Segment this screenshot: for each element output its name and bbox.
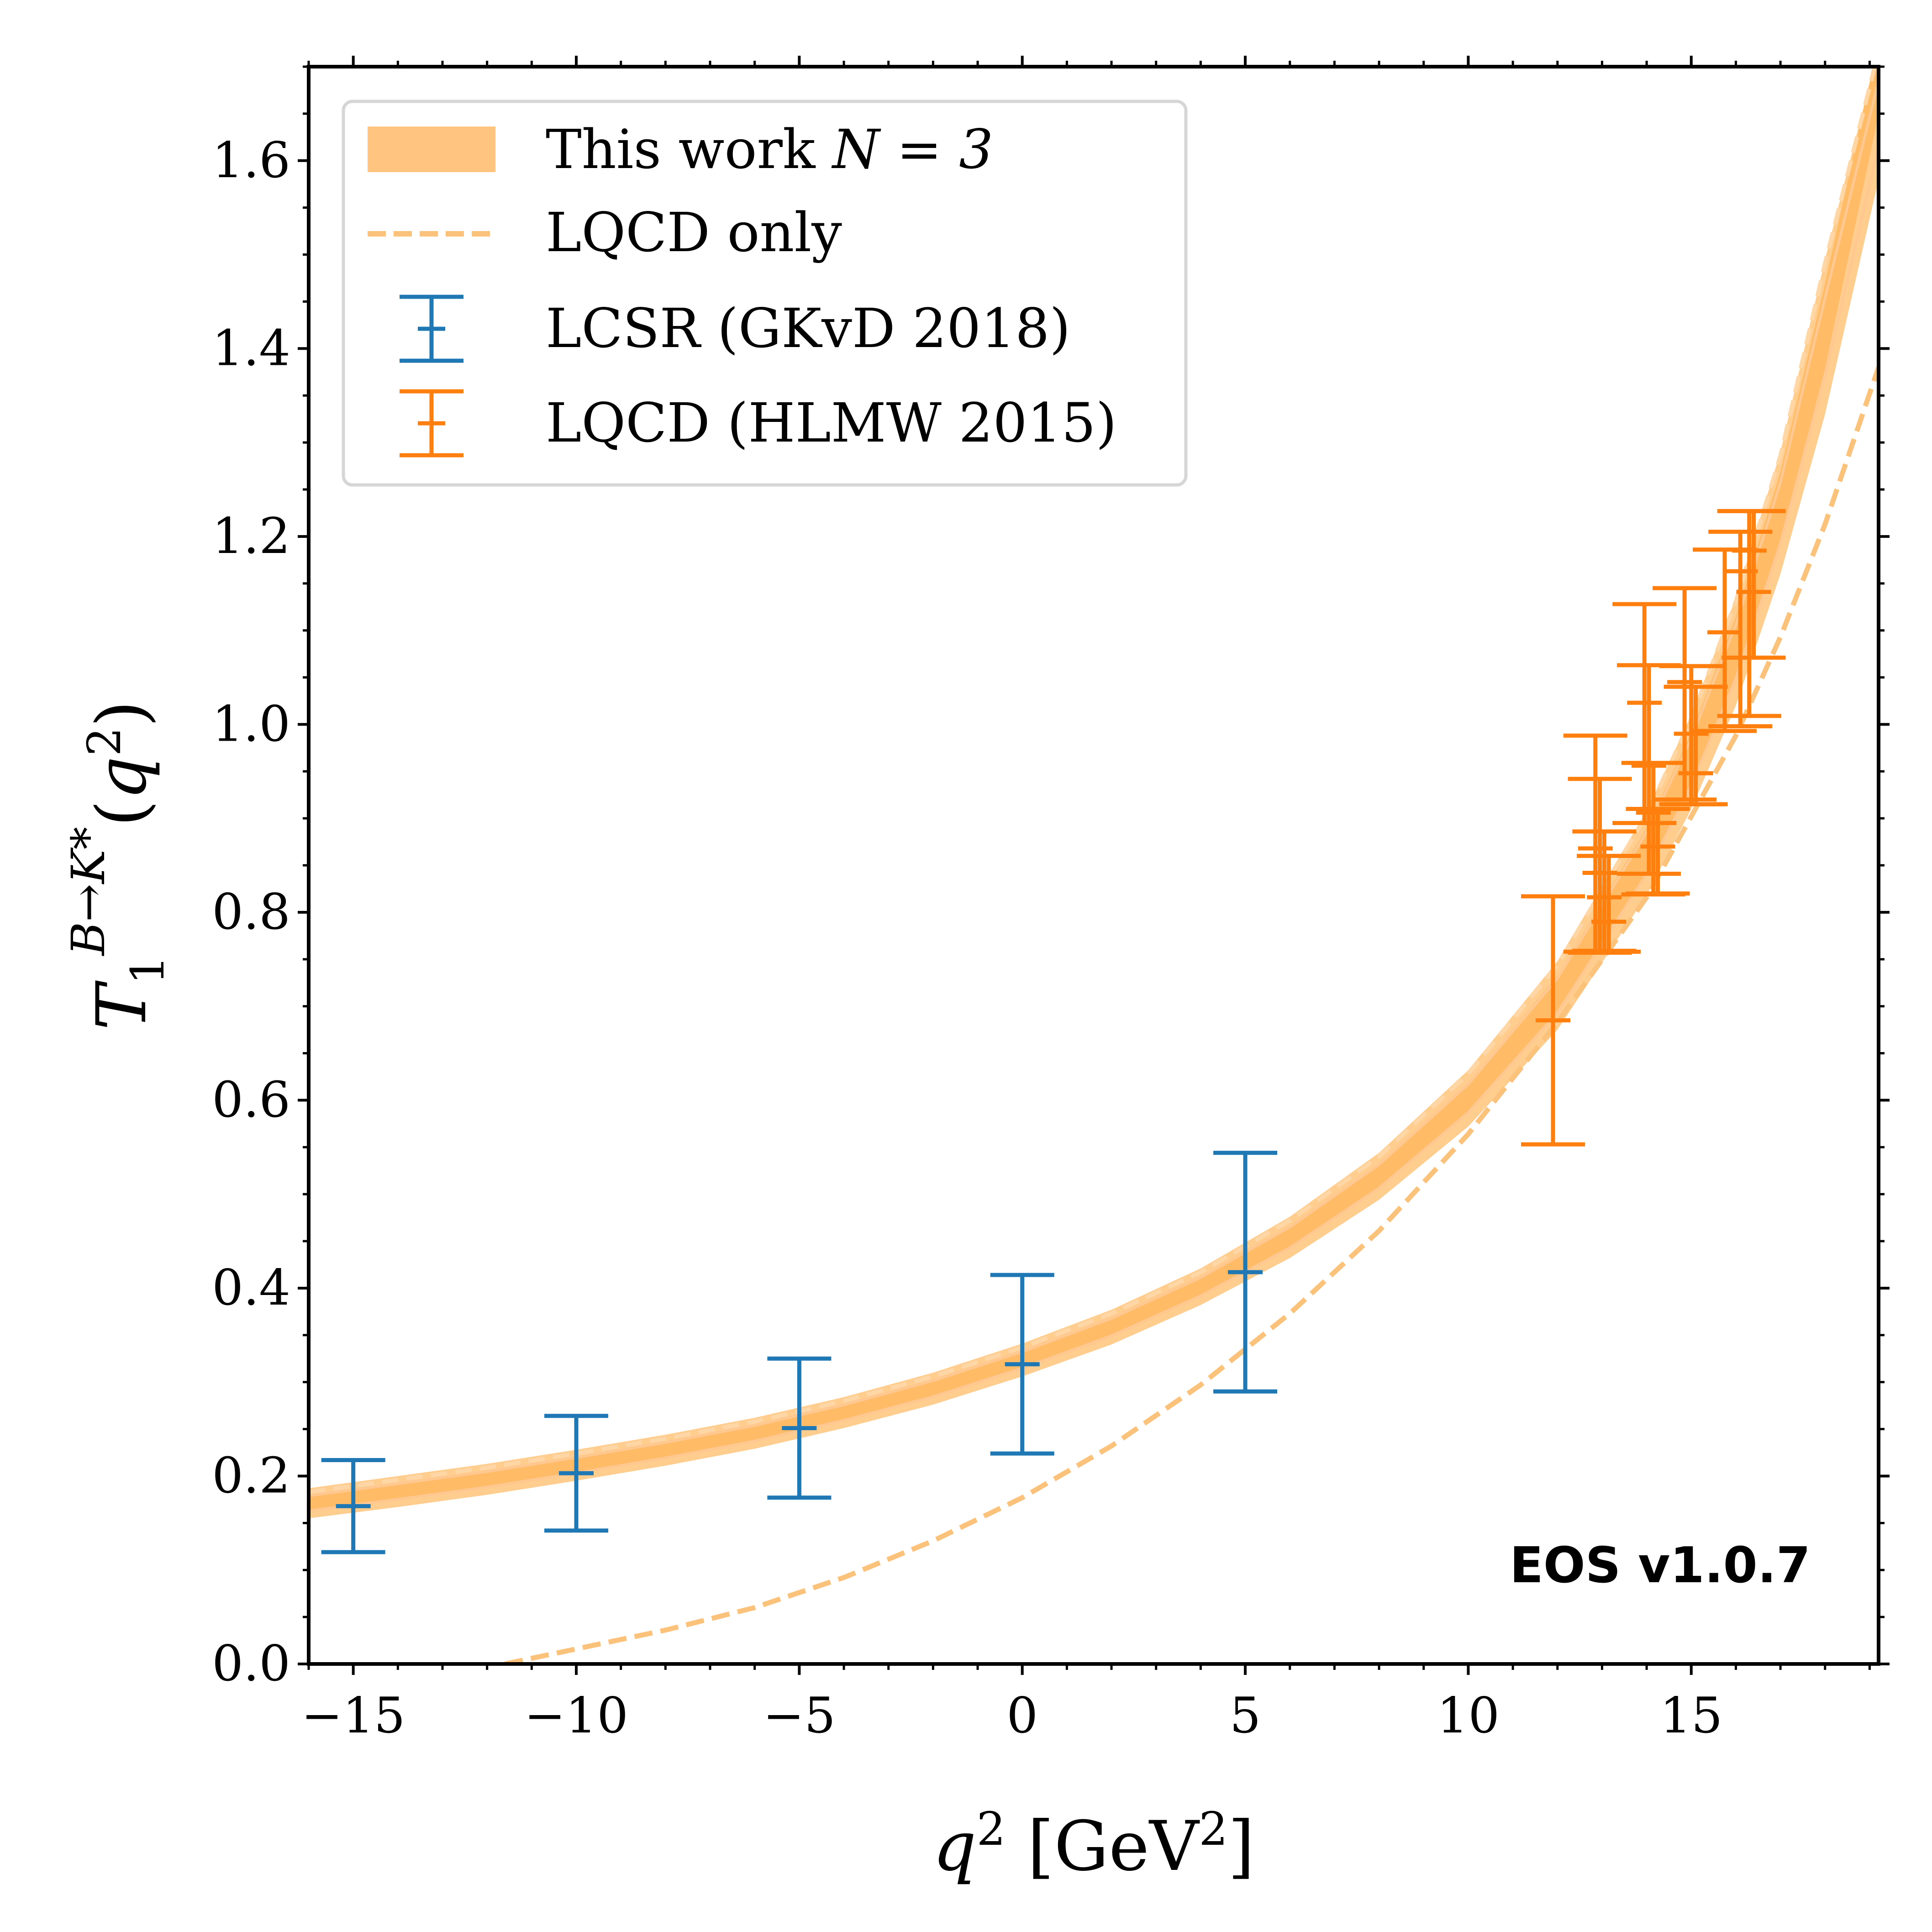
tick-label-layer: −15 −10 −5 0 5 10 15 0.0 0.2 0.4 0.6 0.8 1.0 1.2 1.4 1.…: [212, 132, 1722, 1744]
legend: This work N = 3 LQCD only LCSR (GKvD 201…: [342, 100, 1188, 487]
lqcd-errorbar-13: [1708, 530, 1773, 728]
tick-layer: [298, 56, 1890, 1675]
y-axis-label: T1B→K*(q2): [62, 700, 174, 1030]
band-upper-dashed: [309, 67, 1877, 1494]
y-tick-label: 0.6: [212, 1071, 290, 1128]
legend-swatch-lqcd: [400, 389, 463, 458]
x-tick-label: 5: [1230, 1687, 1261, 1744]
eos-watermark: EOS v1.0.7: [1510, 1537, 1811, 1594]
y-tick-label: 0.0: [212, 1635, 290, 1692]
lqcd-errorbar-9: [1653, 586, 1717, 802]
y-tick-label: 1.0: [212, 695, 290, 753]
lqcd-errorbar-15: [1721, 509, 1786, 660]
x-tick-label: 0: [1006, 1687, 1038, 1744]
lqcd-errorbar-5: [1612, 602, 1677, 825]
lqcd-errorbar-6: [1616, 663, 1681, 876]
legend-box: [342, 100, 1188, 487]
legend-label-dashed: LQCD only: [546, 201, 842, 264]
x-tick-label: 10: [1437, 1687, 1500, 1744]
legend-label-lcsr: LCSR (GKvD 2018): [546, 297, 1070, 360]
x-axis-label: q2 [GeV2]: [933, 1802, 1255, 1886]
lcsr-errorbar-4: [1213, 1151, 1278, 1394]
lqcd-only-dashed-line: [504, 366, 1879, 1664]
lqcd-errorbar-11: [1664, 684, 1728, 806]
legend-swatch-band: [368, 126, 495, 172]
lqcd-errorbar-0: [1521, 894, 1585, 1147]
y-tick-label: 0.4: [212, 1259, 290, 1316]
y-tick-label: 1.4: [212, 320, 290, 377]
x-tick-label: −15: [301, 1687, 405, 1744]
lqcd-errorbar-8: [1626, 807, 1690, 896]
x-tick-label: 15: [1660, 1687, 1722, 1744]
x-tick-label: −10: [524, 1687, 628, 1744]
lcsr-errorbar-3: [990, 1273, 1054, 1456]
y-tick-label: 1.2: [212, 508, 290, 565]
errorbar-layer: [321, 509, 1786, 1554]
lcsr-errorbar-1: [544, 1414, 609, 1533]
legend-label-band: This work N = 3: [546, 118, 993, 181]
lcsr-errorbar-2: [767, 1356, 832, 1500]
y-tick-label: 1.6: [212, 132, 290, 189]
y-tick-label: 0.2: [212, 1447, 290, 1504]
y-tick-label: 0.8: [212, 884, 290, 941]
dashed-layer: [504, 366, 1879, 1664]
lqcd-errorbar-4: [1577, 853, 1641, 954]
band-variant-line-1: [309, 80, 1879, 1497]
legend-label-lqcd: LQCD (HLMW 2015): [546, 391, 1117, 454]
plot-area: [309, 67, 1879, 1664]
legend-swatch-lcsr: [400, 295, 463, 363]
lcsr-errorbar-0: [321, 1458, 385, 1554]
x-tick-label: −5: [763, 1687, 836, 1744]
